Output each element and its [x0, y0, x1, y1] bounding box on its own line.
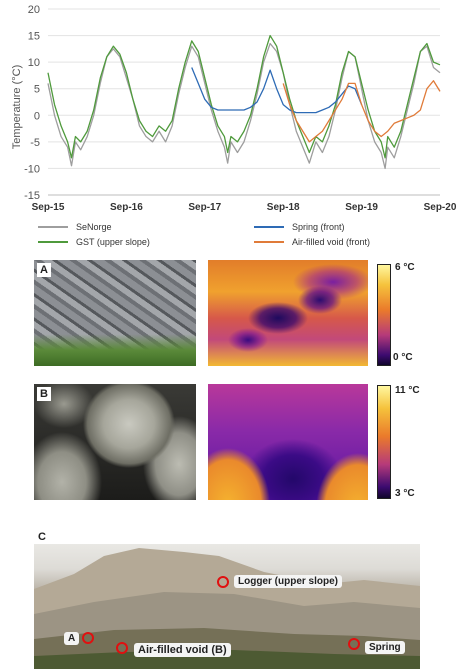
- legend-item-senorge: SeNorge: [38, 222, 112, 232]
- legend-item-spring: Spring (front): [254, 222, 345, 232]
- y-tick-label: -5: [30, 137, 40, 149]
- photo-panel-a: A: [34, 260, 196, 366]
- series-line-senorge: [47, 42, 441, 170]
- legend-swatch: [38, 241, 68, 243]
- scale-max-label-a: 6 °C: [395, 262, 415, 273]
- series-line-gst-upper-slope: [47, 34, 441, 159]
- y-tick-label: 20: [28, 4, 40, 16]
- thermal-panel-a: [208, 260, 368, 366]
- panel-letter-b: B: [37, 387, 51, 401]
- marker-spring: [348, 638, 360, 650]
- y-tick-label: 0: [34, 110, 40, 122]
- y-tick-label: 5: [34, 84, 40, 96]
- series-line-air-filled-void-front: [282, 80, 441, 143]
- x-tick-label: Sep-19: [345, 202, 378, 213]
- y-tick-label: 10: [28, 57, 40, 69]
- legend-label: Air-filled void (front): [292, 237, 371, 247]
- callout-logger: Logger (upper slope): [234, 575, 342, 588]
- scale-min-label-a: 0 °C: [393, 352, 413, 363]
- y-axis-label: Temperature (°C): [11, 65, 23, 149]
- marker-a: [82, 632, 94, 644]
- landscape-shapes: [34, 548, 420, 669]
- scale-min-label-b: 3 °C: [395, 488, 415, 499]
- panel-letter-c: C: [38, 531, 46, 543]
- thermal-panel-b: [208, 384, 368, 500]
- legend-item-gst: GST (upper slope): [38, 237, 150, 247]
- legend-label: GST (upper slope): [76, 237, 150, 247]
- marker-logger: [217, 576, 229, 588]
- series-line-spring-front: [191, 67, 363, 114]
- x-ticks: Sep-15 Sep-16 Sep-17 Sep-18 Sep-19 Sep-20: [32, 202, 457, 213]
- panel-letter-a: A: [37, 263, 51, 277]
- legend-label: Spring (front): [292, 222, 345, 232]
- y-tick-label: -10: [24, 163, 40, 175]
- legend-label: SeNorge: [76, 222, 112, 232]
- series-lines: [47, 34, 441, 170]
- x-tick-label: Sep-17: [188, 202, 221, 213]
- x-tick-label: Sep-16: [110, 202, 143, 213]
- y-tick-label: -15: [24, 190, 40, 202]
- x-tick-label: Sep-15: [32, 202, 65, 213]
- y-ticks: -15 -10 -5 0 5 10 15 20: [24, 4, 40, 202]
- callout-a: A: [64, 632, 80, 645]
- x-tick-label: Sep-20: [424, 202, 457, 213]
- legend-swatch: [254, 241, 284, 243]
- thermal-scale-b: [377, 385, 391, 499]
- callout-void: Air-filled void (B): [134, 643, 231, 657]
- legend-swatch: [38, 226, 68, 228]
- callout-spring: Spring: [365, 641, 405, 654]
- legend: SeNorge Spring (front) GST (upper slope)…: [34, 222, 454, 262]
- legend-item-void: Air-filled void (front): [254, 237, 370, 247]
- y-tick-label: 15: [28, 31, 40, 43]
- thermal-scale-a: [377, 264, 391, 366]
- legend-swatch: [254, 226, 284, 228]
- photo-panel-b: B: [34, 384, 196, 500]
- x-tick-label: Sep-18: [267, 202, 300, 213]
- scale-max-label-b: 11 °C: [395, 385, 420, 396]
- grid: [48, 8, 440, 196]
- marker-void: [116, 642, 128, 654]
